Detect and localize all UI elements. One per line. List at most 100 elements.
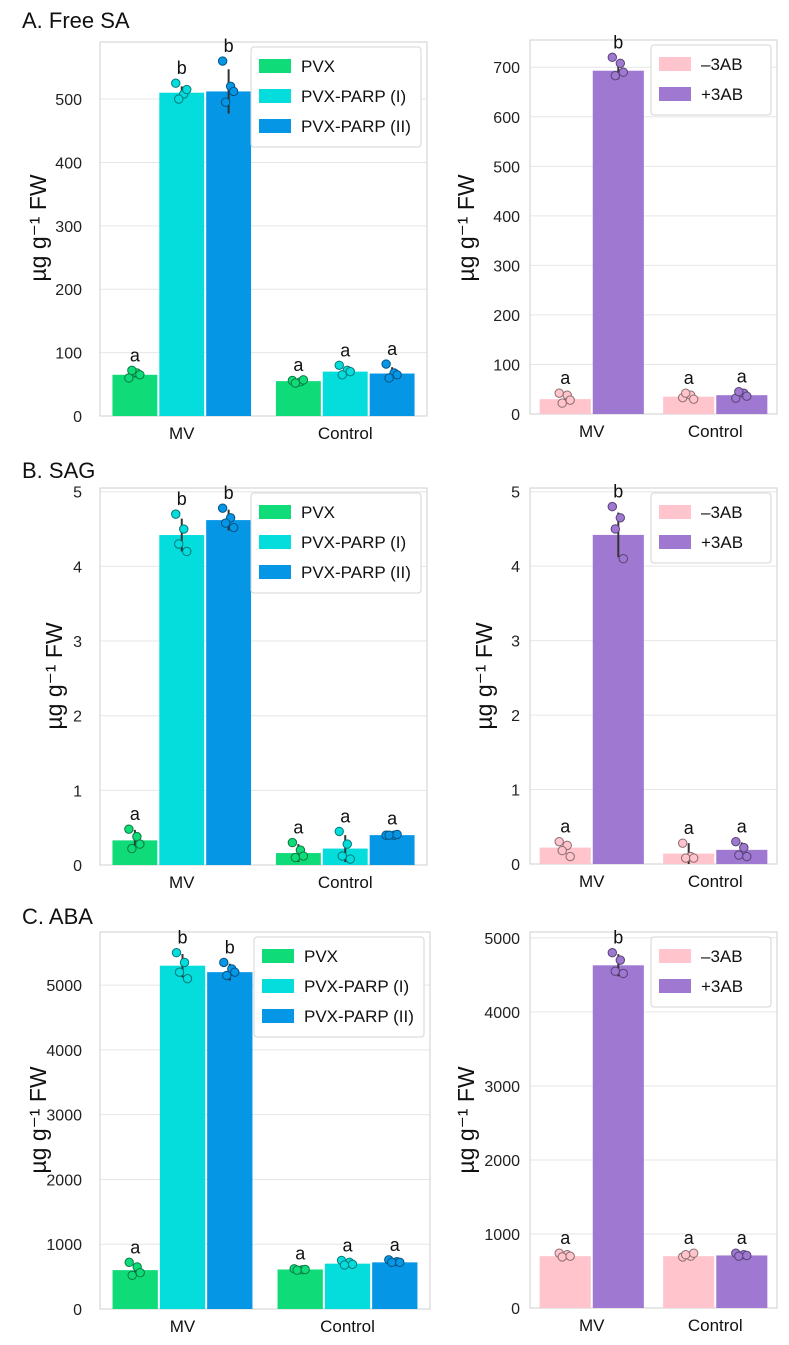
legend	[250, 46, 422, 148]
data-point	[339, 1260, 350, 1270]
y-tick-label: 2	[73, 709, 82, 726]
data-point	[680, 388, 691, 398]
x-tick-label: MV	[579, 1316, 605, 1335]
data-point	[182, 973, 193, 984]
data-point	[680, 1250, 691, 1260]
bar-pvx-parp-ii--mv	[206, 520, 252, 865]
data-point	[174, 94, 184, 104]
x-tick-label: Control	[318, 424, 373, 443]
data-point	[220, 518, 231, 528]
panel-title-c: C. ABA	[22, 904, 93, 929]
bar--3ab-control	[716, 1255, 768, 1308]
data-point	[124, 1257, 134, 1268]
data-point	[217, 503, 228, 513]
data-point	[554, 388, 564, 398]
data-point	[345, 366, 355, 377]
chart-B-left: 0 1 2 3 4 5 a b b MV a a a Control µg g⁻¹ FW PVX PVX-PAR…	[41, 483, 428, 892]
bar--3ab-mv	[539, 847, 591, 864]
data-point	[345, 854, 355, 864]
data-point	[688, 394, 699, 404]
data-point	[615, 58, 626, 68]
y-tick-label: 4000	[46, 1043, 82, 1060]
bar-pvx-parp-ii--control	[372, 1262, 418, 1309]
data-point	[127, 843, 137, 854]
x-tick-label: Control	[688, 422, 743, 441]
y-tick-label: 300	[493, 258, 520, 275]
significance-letter: a	[340, 340, 351, 360]
legend-swatch	[262, 979, 294, 993]
plot-frame	[529, 39, 778, 415]
legend-label: PVX-PARP (II)	[301, 563, 411, 582]
data-point	[557, 1252, 567, 1262]
data-point	[171, 78, 181, 88]
y-tick-label: 100	[55, 346, 82, 363]
bar--3ab-control	[716, 395, 768, 414]
significance-letter: a	[293, 355, 304, 375]
y-tick-label: 600	[493, 110, 520, 127]
significance-letter: b	[224, 483, 234, 503]
data-point	[135, 1268, 145, 1278]
y-axis-label: µg g⁻¹ FW	[471, 622, 497, 729]
data-point	[618, 67, 629, 77]
y-axis-label: µg g⁻¹ FW	[453, 174, 479, 281]
data-point	[337, 851, 347, 861]
bar-pvx-parp-i--mv	[159, 965, 206, 1309]
data-point	[607, 52, 618, 63]
data-point	[554, 836, 564, 847]
significance-letter: b	[224, 36, 234, 56]
chart-A-right: 0 100 200 300 400 500 600 700 a b MV a a Control µg g⁻…	[453, 32, 778, 441]
significance-letter: a	[295, 1244, 306, 1264]
data-point	[688, 853, 699, 863]
data-point	[124, 824, 134, 834]
y-tick-label: 4	[511, 559, 520, 576]
significance-letter: a	[560, 817, 571, 837]
y-tick-label: 400	[55, 155, 82, 172]
data-point	[179, 957, 190, 968]
data-point	[347, 1259, 358, 1270]
data-point	[734, 1251, 744, 1261]
y-tick-label: 3000	[484, 1079, 520, 1096]
data-point	[688, 1248, 699, 1258]
data-point	[731, 836, 741, 847]
y-tick-label: 300	[55, 219, 82, 236]
data-point	[557, 398, 567, 408]
y-tick-label: 5000	[46, 978, 82, 995]
y-tick-label: 100	[493, 357, 520, 374]
data-point	[220, 97, 231, 107]
data-point	[337, 370, 347, 380]
data-point	[381, 359, 391, 369]
bar-pvx-mv	[112, 374, 158, 416]
legend-swatch	[259, 59, 291, 73]
y-axis-label: µg g⁻¹ FW	[25, 1066, 51, 1173]
significance-letter: a	[387, 339, 398, 359]
y-tick-label: 3	[511, 634, 520, 651]
data-point	[287, 837, 298, 848]
data-point	[179, 524, 189, 534]
data-point	[742, 391, 752, 401]
panel-title-b: B. SAG	[22, 458, 96, 483]
bar-pvx-parp-ii--mv	[207, 972, 253, 1309]
data-point	[217, 56, 228, 66]
x-tick-label: MV	[170, 1317, 196, 1336]
legend-label: +3AB	[701, 977, 743, 996]
legend-label: –3AB	[701, 503, 743, 522]
data-point	[174, 539, 184, 549]
data-point	[182, 546, 192, 557]
data-point	[392, 829, 402, 840]
y-tick-label: 5000	[484, 931, 520, 948]
y-tick-label: 200	[55, 282, 82, 299]
y-tick-label: 0	[511, 407, 520, 424]
bar-pvx-parp-ii--control	[369, 835, 415, 865]
y-tick-label: 400	[493, 209, 520, 226]
plot-frame	[529, 487, 778, 865]
y-tick-label: 0	[511, 1301, 520, 1318]
chart-C-right: 0 1000 2000 3000 4000 5000 a b MV a a Control µg g⁻¹…	[453, 928, 778, 1335]
data-point	[615, 955, 626, 965]
data-point	[395, 1257, 405, 1268]
y-axis-label: µg g⁻¹ FW	[453, 1066, 479, 1173]
bar--3ab-mv	[592, 70, 644, 414]
bar-pvx-control	[275, 381, 321, 416]
data-point	[618, 968, 629, 979]
bar--3ab-control	[663, 396, 715, 414]
data-point	[610, 70, 621, 81]
